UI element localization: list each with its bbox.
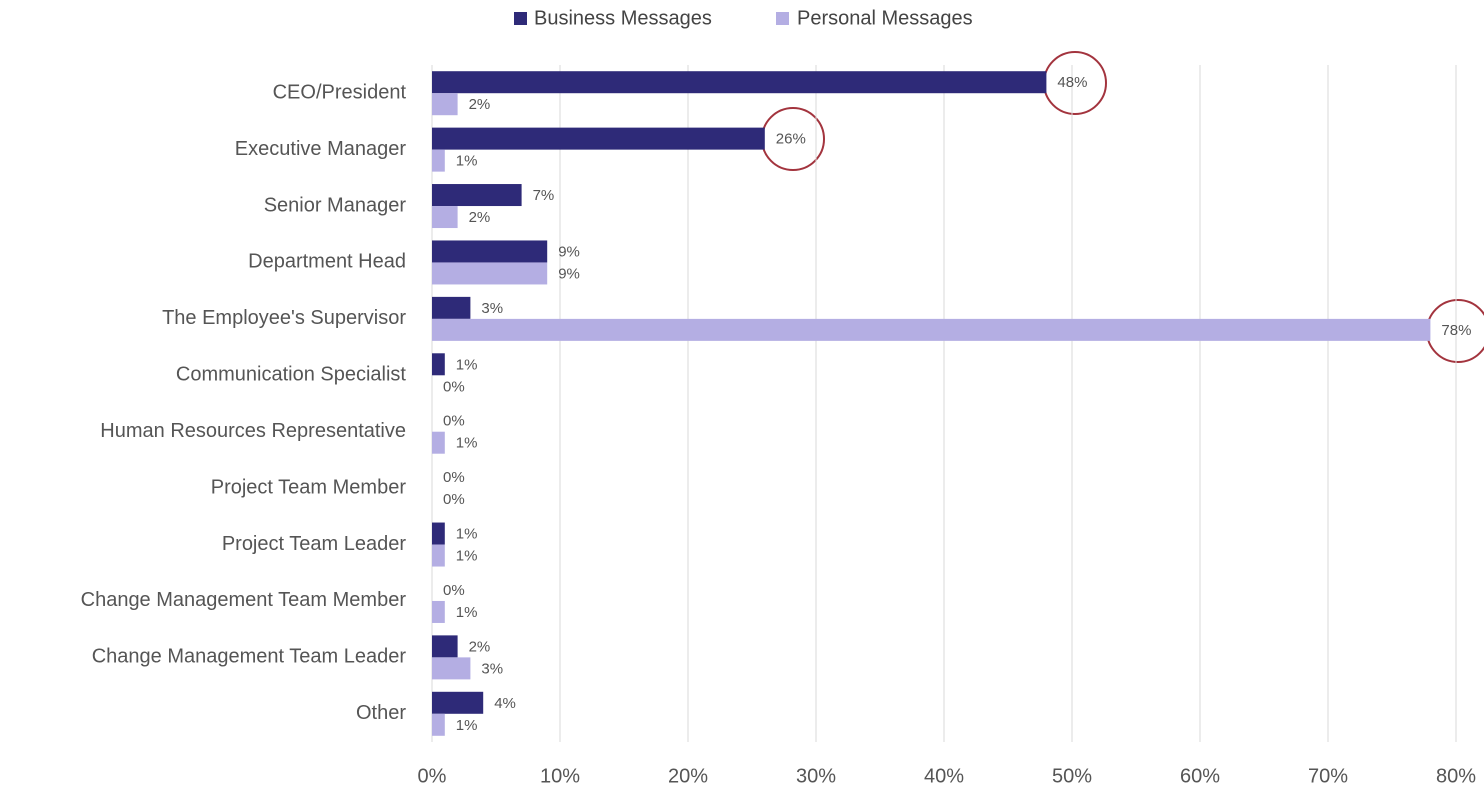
bar — [432, 691, 484, 714]
legend-label: Personal Messages — [797, 7, 973, 29]
x-tick-label: 70% — [1308, 765, 1348, 787]
data-label: 78% — [1441, 322, 1471, 339]
bar — [432, 318, 1431, 341]
bar — [432, 206, 458, 229]
y-tick-label: Other — [356, 702, 406, 724]
y-tick-label: Project Team Member — [211, 476, 407, 498]
data-label: 2% — [469, 638, 491, 655]
data-label: 0% — [443, 469, 465, 486]
legend-swatch — [514, 12, 527, 25]
y-tick-label: Executive Manager — [235, 138, 407, 160]
y-tick-label: Human Resources Representative — [100, 420, 406, 442]
data-label: 1% — [456, 548, 478, 565]
data-label: 9% — [558, 243, 580, 260]
bar — [432, 71, 1047, 94]
data-label: 1% — [456, 717, 478, 734]
bar — [432, 127, 765, 150]
data-label: 0% — [443, 491, 465, 508]
y-tick-label: CEO/President — [273, 81, 407, 103]
data-label: 9% — [558, 265, 580, 282]
y-tick-label: Communication Specialist — [176, 364, 407, 386]
y-tick-label: Senior Manager — [264, 194, 407, 216]
bar — [432, 240, 548, 263]
y-tick-label: Change Management Team Member — [81, 589, 407, 611]
bar — [432, 93, 458, 116]
x-tick-label: 30% — [796, 765, 836, 787]
legend-label: Business Messages — [534, 7, 712, 29]
x-tick-label: 20% — [668, 765, 708, 787]
x-tick-label: 80% — [1436, 765, 1476, 787]
data-label: 0% — [443, 582, 465, 599]
bar — [432, 184, 522, 207]
bar — [432, 149, 445, 172]
x-tick-label: 40% — [924, 765, 964, 787]
y-tick-label: Department Head — [248, 251, 406, 273]
data-label: 1% — [456, 435, 478, 452]
x-tick-label: 50% — [1052, 765, 1092, 787]
x-tick-label: 0% — [418, 765, 447, 787]
data-label: 1% — [456, 604, 478, 621]
x-tick-label: 10% — [540, 765, 580, 787]
data-label: 2% — [469, 96, 491, 113]
bar — [432, 600, 445, 623]
bar — [432, 657, 471, 680]
y-tick-label: Project Team Leader — [222, 533, 407, 555]
data-label: 3% — [481, 660, 503, 677]
bar — [432, 522, 445, 545]
bar — [432, 296, 471, 319]
x-tick-label: 60% — [1180, 765, 1220, 787]
data-label: 2% — [469, 209, 491, 226]
data-label: 1% — [456, 153, 478, 170]
data-label: 26% — [776, 131, 806, 148]
data-label: 3% — [481, 300, 503, 317]
legend-swatch — [776, 12, 789, 25]
y-tick-label: The Employee's Supervisor — [162, 307, 406, 329]
data-label: 1% — [456, 526, 478, 543]
bar — [432, 262, 548, 285]
bar — [432, 353, 445, 376]
data-label: 0% — [443, 378, 465, 395]
bar — [432, 713, 445, 736]
data-label: 0% — [443, 413, 465, 430]
y-tick-label: Change Management Team Leader — [92, 646, 407, 668]
data-label: 1% — [456, 356, 478, 373]
annotations — [761, 51, 1484, 363]
bar — [432, 431, 445, 454]
data-label: 48% — [1057, 74, 1087, 91]
data-label: 7% — [533, 187, 555, 204]
bar — [432, 635, 458, 658]
data-label: 4% — [494, 695, 516, 712]
bar — [432, 544, 445, 567]
